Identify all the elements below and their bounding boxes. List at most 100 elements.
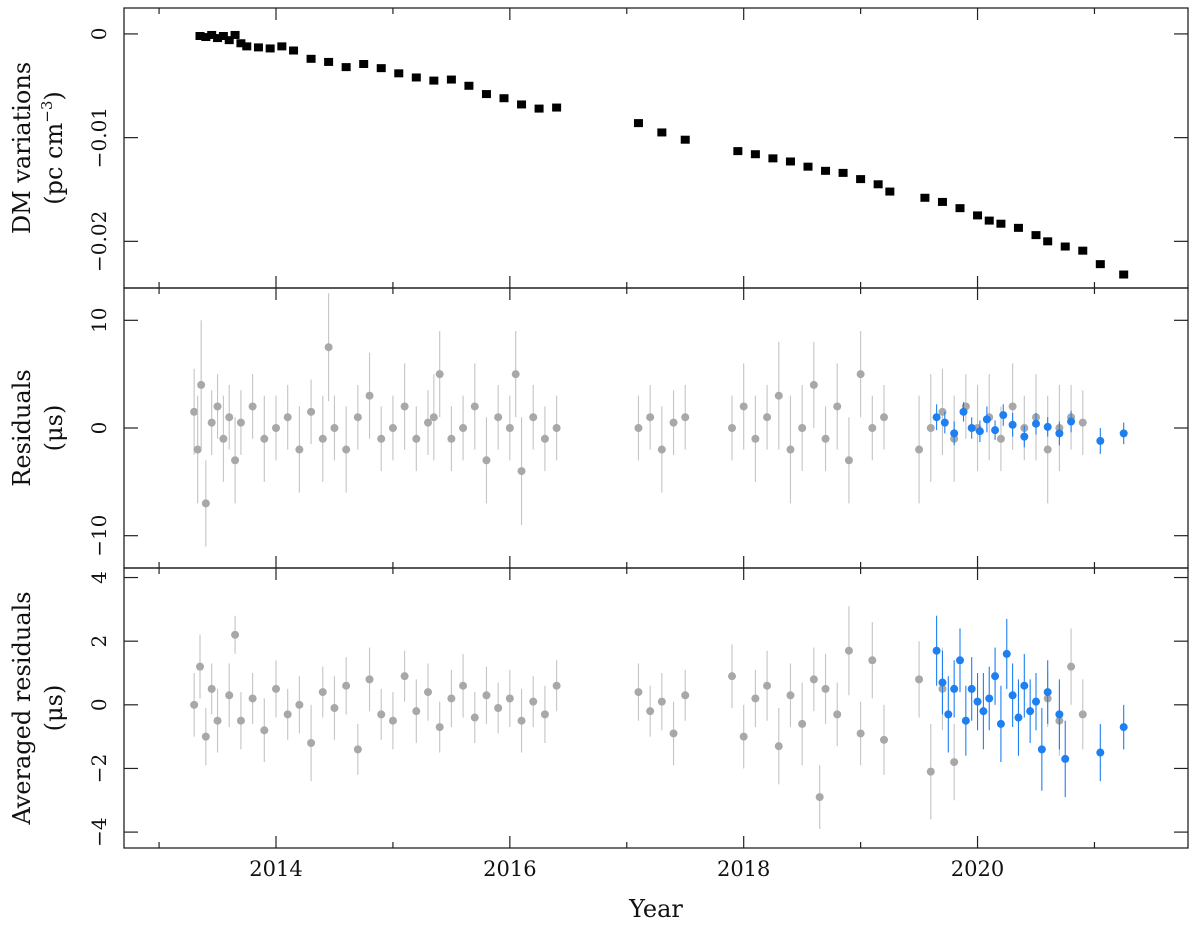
data-point xyxy=(429,413,438,422)
data-point xyxy=(529,413,538,422)
data-point xyxy=(833,402,842,411)
data-point xyxy=(751,694,760,703)
data-point xyxy=(1067,417,1076,426)
y-axis-label-line1: Averaged residuals xyxy=(8,591,36,825)
data-point xyxy=(880,413,888,422)
data-point xyxy=(967,684,976,693)
data-point xyxy=(856,729,865,738)
data-point xyxy=(218,32,228,40)
data-point xyxy=(669,418,678,427)
data-point xyxy=(681,413,690,422)
data-point xyxy=(459,424,468,432)
data-point xyxy=(353,413,362,422)
panel-residuals: 10 0 −10 Residuals (μs) xyxy=(8,287,1189,569)
data-point xyxy=(996,719,1005,728)
data-point xyxy=(959,407,968,416)
data-point xyxy=(739,732,748,741)
panel-averaged-residuals: 4 2 0 −2 −4 2014 2016 2018 2020 Averaged residu… xyxy=(8,567,1189,923)
data-point xyxy=(376,64,386,73)
data-point xyxy=(307,739,316,747)
data-point xyxy=(915,445,924,454)
data-point xyxy=(982,415,991,424)
data-point xyxy=(505,424,514,432)
data-point xyxy=(272,684,280,693)
data-point xyxy=(821,434,830,443)
data-point xyxy=(552,424,561,432)
data-point xyxy=(920,193,930,202)
data-point xyxy=(306,54,316,63)
y-axis-label-line1: DM variations xyxy=(8,62,36,234)
data-point xyxy=(412,434,421,443)
data-point xyxy=(1096,748,1105,757)
data-point xyxy=(657,445,666,454)
data-point xyxy=(318,688,327,697)
data-point xyxy=(394,69,404,78)
data-point xyxy=(446,75,456,84)
data-point xyxy=(996,434,1005,443)
y-ticks: 4 2 0 −2 −4 xyxy=(87,571,1188,847)
data-point xyxy=(540,710,549,719)
data-point xyxy=(283,710,292,719)
data-point xyxy=(768,154,778,163)
data-point xyxy=(938,678,947,687)
data-point xyxy=(657,128,667,137)
data-point xyxy=(844,646,853,655)
panel-dm-variations: 0 −0.01 −0.02 DM variations (pc cm−3) xyxy=(8,7,1189,289)
data-point xyxy=(365,675,374,684)
data-point xyxy=(482,456,491,465)
data-point xyxy=(809,675,818,684)
data-point xyxy=(1043,445,1052,454)
data-point xyxy=(646,413,655,422)
y-axis-unit-suffix: ) xyxy=(40,91,68,100)
data-point xyxy=(201,499,210,508)
data-point xyxy=(213,402,222,411)
data-point xyxy=(1043,237,1053,246)
data-point xyxy=(324,57,334,66)
data-point xyxy=(999,411,1008,420)
data-point xyxy=(785,157,795,166)
data-point xyxy=(1008,691,1017,700)
data-point xyxy=(1008,402,1017,411)
data-point xyxy=(1043,422,1052,431)
data-point xyxy=(739,402,748,411)
data-point xyxy=(201,732,210,741)
data-point xyxy=(646,707,655,716)
data-point xyxy=(1026,707,1035,716)
data-point xyxy=(464,81,474,90)
data-point xyxy=(365,391,374,400)
data-point xyxy=(236,39,246,48)
data-point xyxy=(342,445,351,454)
y-axis-label-line2: (μs) xyxy=(40,405,68,452)
data-point xyxy=(873,180,883,189)
data-point xyxy=(973,211,983,220)
data-point xyxy=(190,700,199,709)
data-point xyxy=(195,32,205,40)
x-tick-label: 2018 xyxy=(717,857,770,881)
data-point xyxy=(728,424,736,432)
x-tick-label: 2016 xyxy=(483,857,536,881)
x-tick-label: 2014 xyxy=(249,857,302,881)
data-point xyxy=(751,434,760,443)
data-point xyxy=(517,100,527,109)
data-point xyxy=(926,767,935,776)
data-point xyxy=(1096,436,1105,445)
data-point xyxy=(207,418,216,427)
data-point xyxy=(424,688,432,697)
x-tick-label: 2020 xyxy=(951,857,1004,881)
data-point xyxy=(975,427,984,436)
data-point xyxy=(1119,270,1129,279)
data-point xyxy=(844,456,853,465)
data-point xyxy=(967,424,976,432)
data-point xyxy=(1061,754,1070,763)
data-point xyxy=(529,697,538,706)
data-points xyxy=(190,293,1128,547)
data-point xyxy=(289,46,299,55)
data-point xyxy=(856,370,865,379)
y-tick-label: 2 xyxy=(87,635,111,648)
data-point xyxy=(236,716,245,725)
data-point xyxy=(774,742,783,751)
data-point xyxy=(517,467,526,476)
data-point xyxy=(482,691,491,700)
data-point xyxy=(400,402,409,411)
data-point xyxy=(821,166,831,175)
